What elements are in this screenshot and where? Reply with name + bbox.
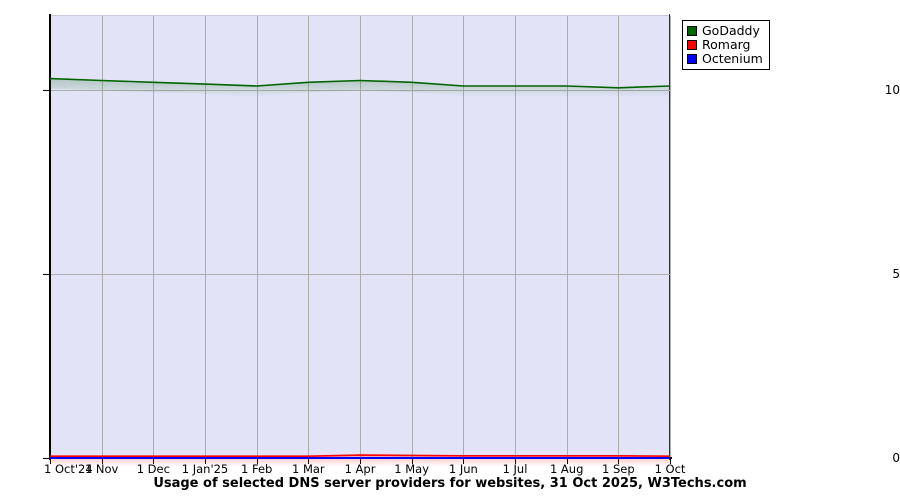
- legend-label-romarg: Romarg: [702, 37, 751, 52]
- gridline-vertical: [618, 16, 619, 458]
- x-axis-tick: [257, 458, 258, 464]
- plot-frame-top: [50, 15, 670, 16]
- y-axis-tick: [43, 90, 50, 91]
- x-axis-tick-label: 1 Oct: [654, 462, 686, 476]
- x-axis-tick: [308, 458, 309, 464]
- legend-item-octenium: Octenium: [687, 52, 763, 66]
- gridline-vertical: [567, 16, 568, 458]
- x-axis-tick: [153, 458, 154, 464]
- x-axis-tick: [102, 458, 103, 464]
- y-axis-tick-label: 0: [892, 451, 900, 465]
- x-axis-tick: [412, 458, 413, 464]
- gridline-vertical: [515, 16, 516, 458]
- x-axis-tick: [205, 458, 206, 464]
- gridline-vertical: [153, 16, 154, 458]
- x-axis-tick: [515, 458, 516, 464]
- gridline-vertical: [308, 16, 309, 458]
- x-axis-tick: [360, 458, 361, 464]
- legend-item-godaddy: GoDaddy: [687, 24, 763, 38]
- chart-caption: Usage of selected DNS server providers f…: [153, 476, 747, 491]
- legend-item-romarg: Romarg: [687, 38, 763, 52]
- legend-label-godaddy: GoDaddy: [702, 23, 760, 38]
- gridline-vertical: [412, 16, 413, 458]
- gridline-vertical: [257, 16, 258, 458]
- legend-label-octenium: Octenium: [702, 51, 763, 66]
- legend-swatch-octenium: [687, 54, 697, 64]
- y-axis-tick: [43, 274, 50, 275]
- x-axis-tick: [50, 458, 51, 464]
- gridline-vertical: [102, 16, 103, 458]
- y-axis-tick-label: 5: [892, 266, 900, 281]
- x-axis-tick: [618, 458, 619, 464]
- x-axis-tick: [567, 458, 568, 464]
- legend: GoDaddy Romarg Octenium: [682, 20, 770, 70]
- y-axis-line: [49, 14, 51, 460]
- gridline-vertical: [205, 16, 206, 458]
- legend-swatch-romarg: [687, 40, 697, 50]
- gridline-vertical: [463, 16, 464, 458]
- plot-frame-right: [669, 14, 670, 460]
- x-axis-tick: [670, 458, 671, 464]
- y-axis-tick: [43, 458, 50, 459]
- gridline-vertical: [360, 16, 361, 458]
- gridline-vertical: [670, 16, 671, 458]
- legend-swatch-godaddy: [687, 26, 697, 36]
- y-axis-tick-label: 10: [884, 82, 900, 97]
- x-axis-tick: [463, 458, 464, 464]
